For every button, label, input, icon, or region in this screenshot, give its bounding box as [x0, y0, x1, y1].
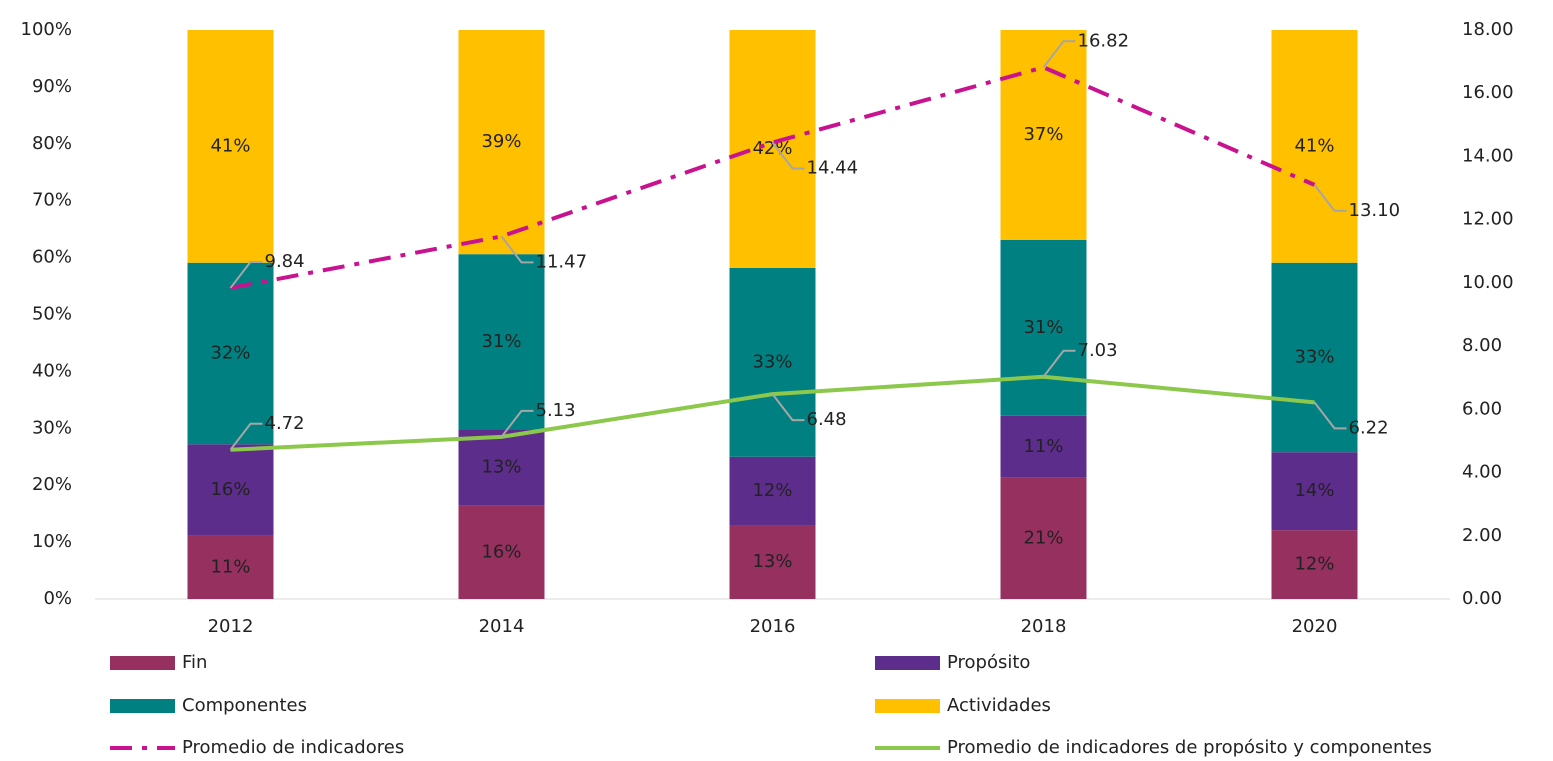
- leader-line: [229, 260, 263, 289]
- y-tick-label: 70%: [32, 190, 72, 211]
- y-tick-label: 10%: [32, 531, 72, 552]
- data-label: 16%: [210, 479, 250, 500]
- data-label: 31%: [481, 331, 521, 352]
- bar-segment: [729, 267, 816, 457]
- data-label: 33%: [752, 351, 792, 372]
- y-tick-label: 30%: [32, 417, 72, 438]
- leader-line: [771, 393, 805, 422]
- x-tick-label: 2012: [208, 616, 254, 637]
- data-label: 4.72: [265, 413, 305, 434]
- bar-segment: [729, 456, 816, 526]
- y-tick-label: 40%: [32, 360, 72, 381]
- bar-segment: [1000, 30, 1087, 240]
- bar-segment: [729, 525, 816, 599]
- legend-swatch: [875, 656, 940, 670]
- data-label: 37%: [1023, 124, 1063, 145]
- legend-label: Promedio de indicadores: [182, 737, 404, 758]
- legend-label: Actividades: [947, 695, 1051, 716]
- bar-segment: [187, 444, 274, 536]
- data-label: 32%: [210, 342, 250, 363]
- data-label: 16%: [481, 541, 521, 562]
- y2-tick-label: 10.00: [1462, 272, 1514, 293]
- legend-swatch: [110, 656, 175, 670]
- leader-line: [1313, 401, 1347, 430]
- data-label: 11%: [1023, 436, 1063, 457]
- data-label: 12%: [1294, 554, 1334, 575]
- legend-label: Fin: [182, 652, 207, 673]
- bar-segment: [1271, 452, 1358, 531]
- x-tick-label: 2018: [1021, 616, 1067, 637]
- bar-segment: [1000, 477, 1087, 599]
- data-label: 41%: [1294, 135, 1334, 156]
- data-label: 11%: [210, 556, 250, 577]
- data-label: 6.48: [807, 409, 847, 430]
- legend-swatch: [875, 699, 940, 713]
- data-label: 13%: [752, 551, 792, 572]
- bar-segment: [458, 30, 545, 255]
- data-label: 14%: [1294, 480, 1334, 501]
- data-label: 11.47: [536, 251, 588, 272]
- y-tick-label: 20%: [32, 474, 72, 495]
- bar-segment: [458, 505, 545, 599]
- leader-line: [1042, 40, 1076, 68]
- data-label: 33%: [1294, 346, 1334, 367]
- legend-swatch: [110, 699, 175, 713]
- legend-label: Componentes: [182, 695, 307, 716]
- bar-segment: [187, 535, 274, 599]
- data-label: 21%: [1023, 527, 1063, 548]
- y-tick-label: 60%: [32, 247, 72, 268]
- leader-line: [1042, 349, 1076, 378]
- bar-segment: [1000, 239, 1087, 416]
- bar-segment: [1000, 415, 1087, 478]
- data-label: 31%: [1023, 317, 1063, 338]
- x-tick-label: 2016: [750, 616, 796, 637]
- bar-segment: [1271, 30, 1358, 263]
- bar-segment: [1271, 262, 1358, 453]
- bar-segment: [1271, 530, 1358, 599]
- legend-label: Promedio de indicadores de propósito y c…: [947, 737, 1432, 758]
- y-tick-label: 90%: [32, 76, 72, 97]
- data-label: 13%: [481, 457, 521, 478]
- y-tick-label: 100%: [21, 19, 72, 40]
- y2-tick-label: 8.00: [1462, 335, 1502, 356]
- x-tick-label: 2020: [1292, 616, 1338, 637]
- y2-tick-label: 0.00: [1462, 588, 1502, 609]
- line: [230, 65, 1316, 290]
- leader-line: [1313, 184, 1347, 212]
- y-tick-label: 0%: [43, 588, 72, 609]
- data-label: 14.44: [807, 158, 859, 179]
- leader-line: [771, 141, 805, 170]
- data-label: 42%: [752, 138, 792, 159]
- y2-tick-label: 2.00: [1462, 525, 1502, 546]
- data-label: 9.84: [265, 251, 305, 272]
- leader-line: [229, 422, 263, 451]
- data-label: 6.22: [1349, 417, 1389, 438]
- y2-tick-label: 4.00: [1462, 462, 1502, 483]
- bar-segment: [458, 254, 545, 430]
- y2-tick-label: 16.00: [1462, 82, 1514, 103]
- data-label: 5.13: [536, 400, 576, 421]
- x-tick-label: 2014: [479, 616, 525, 637]
- bar-segment: [187, 262, 274, 445]
- leader-line: [500, 409, 534, 438]
- y-tick-label: 50%: [32, 304, 72, 325]
- data-label: 41%: [210, 135, 250, 156]
- y-tick-label: 80%: [32, 133, 72, 154]
- leader-line: [500, 235, 534, 264]
- bar-segment: [187, 30, 274, 263]
- y2-tick-label: 18.00: [1462, 19, 1514, 40]
- bar-segment: [729, 30, 816, 268]
- y2-tick-label: 12.00: [1462, 209, 1514, 230]
- y2-tick-label: 6.00: [1462, 398, 1502, 419]
- data-label: 13.10: [1349, 200, 1401, 221]
- legend-label: Propósito: [947, 652, 1030, 673]
- data-label: 39%: [481, 131, 521, 152]
- bar-segment: [458, 429, 545, 506]
- data-label: 7.03: [1078, 340, 1118, 361]
- data-label: 16.82: [1078, 30, 1130, 51]
- y2-tick-label: 14.00: [1462, 145, 1514, 166]
- data-label: 12%: [752, 480, 792, 501]
